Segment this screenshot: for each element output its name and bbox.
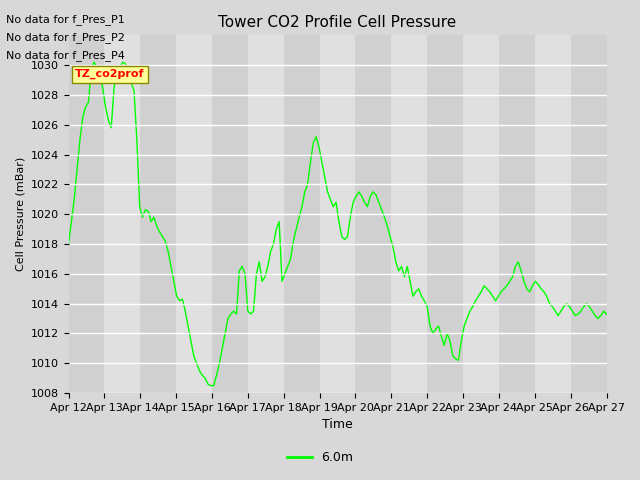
Bar: [463, 36, 499, 393]
Bar: [391, 36, 427, 393]
Bar: [248, 36, 284, 393]
Bar: [140, 36, 176, 393]
Text: TZ_co2prof: TZ_co2prof: [75, 69, 145, 79]
Bar: [535, 36, 571, 393]
Bar: [176, 36, 212, 393]
Title: Tower CO2 Profile Cell Pressure: Tower CO2 Profile Cell Pressure: [218, 15, 456, 30]
Bar: [499, 36, 535, 393]
Text: No data for f_Pres_P1: No data for f_Pres_P1: [6, 13, 125, 24]
Bar: [212, 36, 248, 393]
Bar: [427, 36, 463, 393]
Legend: 6.0m: 6.0m: [282, 446, 358, 469]
Bar: [319, 36, 355, 393]
Text: No data for f_Pres_P2: No data for f_Pres_P2: [6, 32, 125, 43]
X-axis label: Time: Time: [322, 419, 353, 432]
Text: No data for f_Pres_P4: No data for f_Pres_P4: [6, 50, 125, 61]
Bar: [284, 36, 319, 393]
Bar: [104, 36, 140, 393]
Y-axis label: Cell Pressure (mBar): Cell Pressure (mBar): [15, 157, 25, 271]
Bar: [68, 36, 104, 393]
Bar: [355, 36, 391, 393]
Bar: [571, 36, 607, 393]
